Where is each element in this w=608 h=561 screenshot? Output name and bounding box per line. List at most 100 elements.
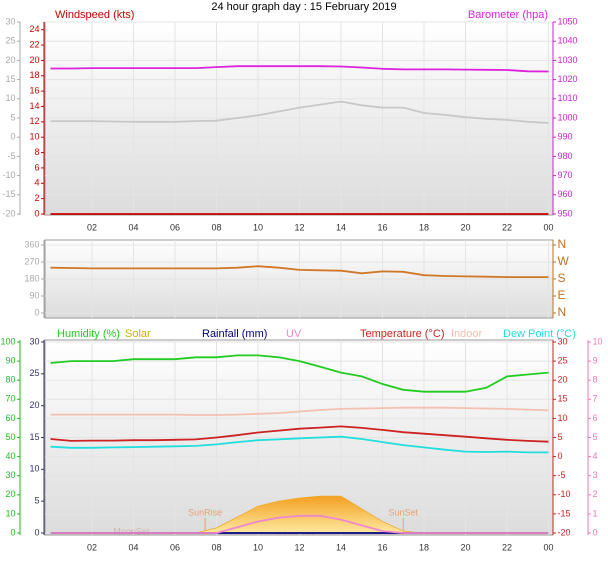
y-tick-label: -20 xyxy=(2,208,15,218)
y-tick-label: 60 xyxy=(5,413,15,423)
y-tick-label: 8 xyxy=(593,375,598,385)
y-tick-label: 980 xyxy=(558,151,573,161)
x-tick-label: 18 xyxy=(419,222,429,232)
x-tick-label: 04 xyxy=(128,542,138,552)
y-tick-label: 7 xyxy=(593,394,598,404)
series-line xyxy=(50,514,549,534)
y-tick-label: 18 xyxy=(29,70,39,80)
y-tick-label: 40 xyxy=(5,451,15,461)
x-tick-label: 10 xyxy=(253,542,263,552)
y-tick-label: 950 xyxy=(558,208,573,218)
x-tick-label: 18 xyxy=(419,542,429,552)
y-tick-label: 12 xyxy=(29,116,39,126)
y-tick-label: 1 xyxy=(593,508,598,518)
series-line xyxy=(50,265,549,278)
legend-label: UV xyxy=(286,328,302,340)
y-tick-label: -20 xyxy=(558,527,571,537)
y-tick-label: -10 xyxy=(558,489,571,499)
y-tick-label: 1050 xyxy=(558,16,578,26)
y-tick-label: 15 xyxy=(5,74,15,84)
y-tick-label: 24 xyxy=(29,24,39,34)
y-tick-label: 30 xyxy=(558,336,568,346)
annotation-label: SunRise xyxy=(188,507,222,517)
y-tick-label: 1040 xyxy=(558,36,578,46)
legend-label: Rainfall (mm) xyxy=(202,328,267,340)
series-line xyxy=(50,65,549,73)
y-tick-label: 20 xyxy=(29,55,39,65)
y-tick-label: 10 xyxy=(29,464,39,474)
chart-title: 24 hour graph day : 15 February 2019 xyxy=(211,1,396,13)
y-tick-label: 15 xyxy=(558,394,568,404)
y-tick-label: 10 xyxy=(558,413,568,423)
y-tick-label: 5 xyxy=(593,432,598,442)
y-tick-label: 270 xyxy=(24,256,39,266)
x-tick-label: 04 xyxy=(128,222,138,232)
x-tick-label: 14 xyxy=(336,222,346,232)
series-line xyxy=(50,435,549,454)
x-tick-label: 08 xyxy=(211,222,221,232)
y-tick-label: W xyxy=(558,254,570,268)
y-tick-label: 16 xyxy=(29,85,39,95)
series-line xyxy=(50,406,549,416)
y-tick-label: 0 xyxy=(558,451,563,461)
legend-label: Indoor xyxy=(451,328,483,340)
y-tick-label: 100 xyxy=(0,336,15,346)
y-tick-label: 90 xyxy=(5,355,15,365)
y-tick-label: 3 xyxy=(593,470,598,480)
series-line xyxy=(50,100,549,124)
x-tick-label: 00 xyxy=(543,222,553,232)
y-tick-label: 25 xyxy=(5,36,15,46)
y-tick-label: 10 xyxy=(593,336,603,346)
annotation-label: MoonSet xyxy=(113,526,150,536)
y-tick-label: 960 xyxy=(558,189,573,199)
y-tick-label: S xyxy=(558,271,566,285)
y-tick-label: 30 xyxy=(5,16,15,26)
y-tick-label: -15 xyxy=(558,508,571,518)
legend-label: Dew Point (°C) xyxy=(503,328,576,340)
x-tick-label: 08 xyxy=(211,542,221,552)
y-tick-label: 2 xyxy=(593,489,598,499)
y-tick-label: 9 xyxy=(593,355,598,365)
x-tick-label: 06 xyxy=(170,222,180,232)
y-tick-label: 10 xyxy=(5,508,15,518)
series-line xyxy=(50,425,549,443)
y-tick-label: 0 xyxy=(34,208,39,218)
x-tick-label: 16 xyxy=(377,542,387,552)
y-tick-label: 180 xyxy=(24,273,39,283)
y-tick-label: 25 xyxy=(29,368,39,378)
y-tick-label: 50 xyxy=(5,432,15,442)
y-tick-label: 22 xyxy=(29,39,39,49)
legend-label: Barometer (hpa) xyxy=(468,9,548,21)
y-tick-label: -5 xyxy=(7,151,15,161)
x-tick-label: 20 xyxy=(460,542,470,552)
y-tick-label: 970 xyxy=(558,170,573,180)
y-tick-label: 30 xyxy=(5,470,15,480)
x-tick-label: 20 xyxy=(460,222,470,232)
annotation-label: SunSet xyxy=(388,507,418,517)
x-tick-label: 12 xyxy=(294,542,304,552)
x-tick-label: 06 xyxy=(170,542,180,552)
y-tick-label: 10 xyxy=(29,132,39,142)
y-tick-label: 990 xyxy=(558,132,573,142)
y-tick-label: 20 xyxy=(29,400,39,410)
y-tick-label: 20 xyxy=(558,375,568,385)
y-tick-label: 1020 xyxy=(558,74,578,84)
y-tick-label: -5 xyxy=(558,470,566,480)
y-tick-label: 15 xyxy=(29,432,39,442)
legend-label: Solar xyxy=(125,328,151,340)
legend-label: Windspeed (kts) xyxy=(55,9,134,21)
y-tick-label: 20 xyxy=(5,55,15,65)
x-tick-label: 22 xyxy=(502,222,512,232)
y-tick-label: -10 xyxy=(2,170,15,180)
y-tick-label: 20 xyxy=(5,489,15,499)
y-tick-label: 4 xyxy=(34,178,39,188)
y-tick-label: 5 xyxy=(558,432,563,442)
y-tick-label: E xyxy=(558,288,566,302)
y-tick-label: 14 xyxy=(29,101,39,111)
y-tick-label: 5 xyxy=(10,112,15,122)
y-tick-label: 90 xyxy=(29,290,39,300)
y-tick-label: 2 xyxy=(34,193,39,203)
y-tick-label: 5 xyxy=(34,496,39,506)
y-tick-label: 0 xyxy=(10,132,15,142)
y-tick-label: 0 xyxy=(593,527,598,537)
